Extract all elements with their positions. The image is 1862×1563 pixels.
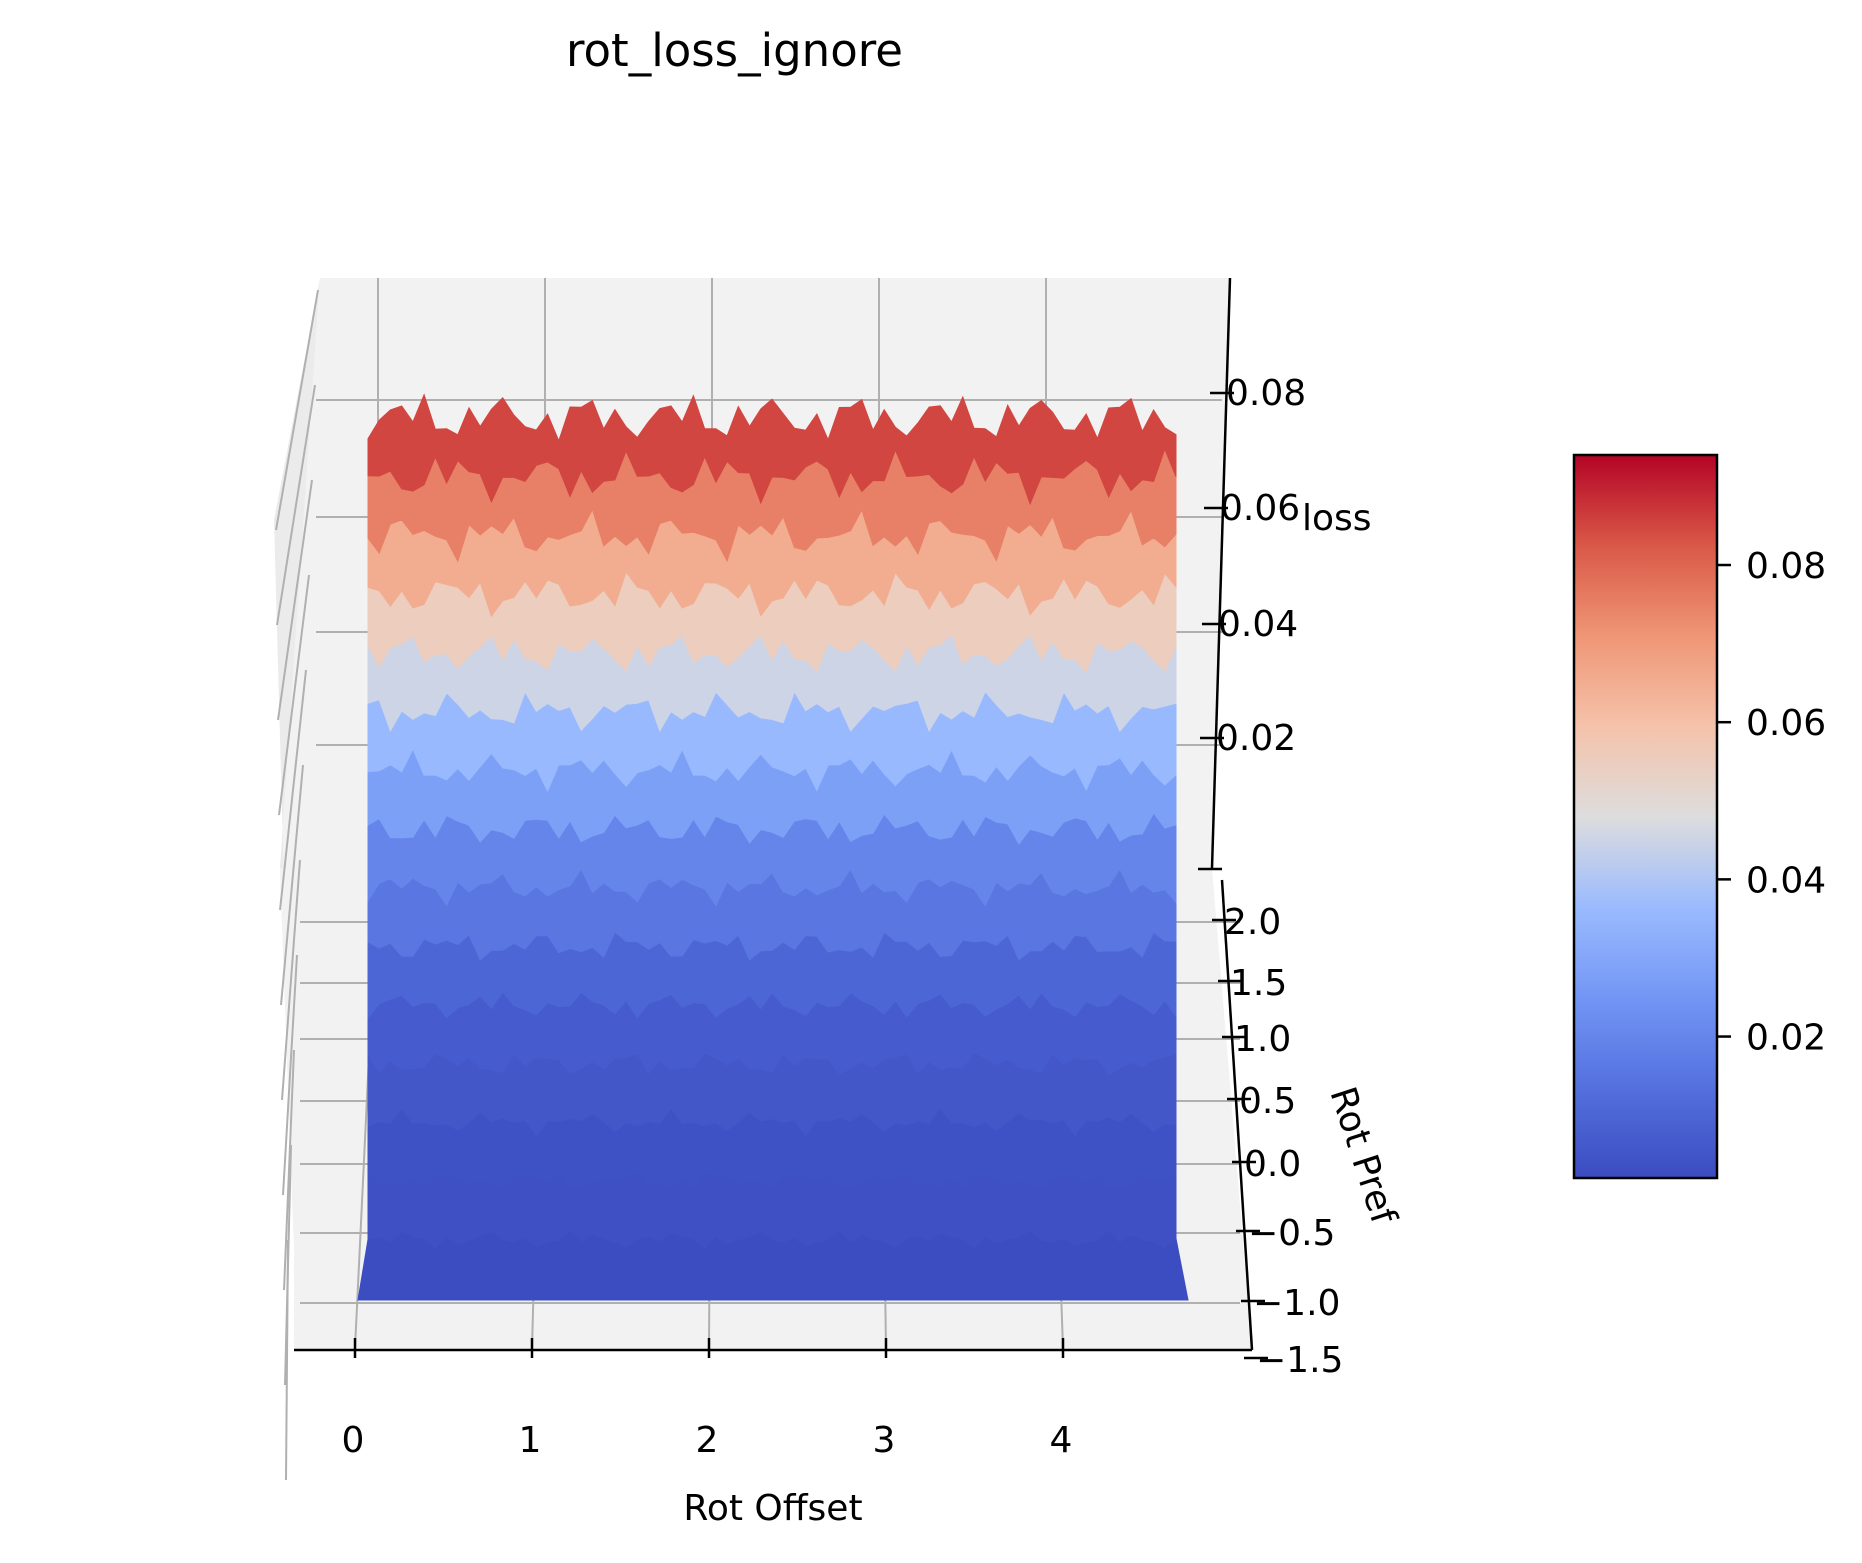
- x-tick-label: 2: [696, 1420, 719, 1461]
- grid-line: [279, 669, 307, 911]
- colorbar-tick-label: 0.04: [1746, 860, 1826, 901]
- grid-line: [276, 384, 316, 626]
- z-axis-label: loss: [1302, 498, 1372, 539]
- y-tick-label: 0.5: [1239, 1081, 1296, 1122]
- z-tick-label: 0.08: [1226, 373, 1306, 414]
- grid-line: [280, 764, 304, 1006]
- grid-line: [282, 954, 298, 1196]
- z-tick-label: 0.06: [1220, 488, 1300, 529]
- y-tick-label: 1.0: [1234, 1019, 1291, 1060]
- chart-title: rot_loss_ignore: [566, 24, 903, 77]
- grid-line: [278, 574, 310, 816]
- y-axis-label: Rot Pref: [1321, 1082, 1404, 1230]
- y-tick-label: 2.0: [1224, 902, 1281, 943]
- axes: [294, 277, 1254, 1352]
- colorbar-tick-label: 0.08: [1746, 546, 1826, 587]
- y-tick-label: 0.0: [1244, 1144, 1301, 1185]
- x-tick-label: 1: [519, 1420, 542, 1461]
- x-tick-label: 3: [873, 1420, 896, 1461]
- grid-line: [285, 1239, 289, 1481]
- y-tick-label: −0.5: [1248, 1213, 1335, 1254]
- x-tick-label: 4: [1050, 1420, 1073, 1461]
- y-axis-line: [1220, 879, 1254, 1351]
- z-tick-label: 0.02: [1216, 718, 1296, 759]
- surface: [357, 393, 1189, 1301]
- y-tick-label: −1.5: [1256, 1340, 1343, 1381]
- tick-labels: 0 1 2 3 4 0.08 0.06 0.04 0.02 2.0 1.5 1.0 0.5 0.0 −0.5…: [342, 373, 1344, 1461]
- surface-band: [357, 1229, 1189, 1301]
- colorbar-gradient: [1572, 453, 1719, 1180]
- x-tick-label: 0: [342, 1420, 365, 1461]
- grid-line: [283, 1049, 295, 1291]
- z-tick-label: 0.04: [1218, 604, 1298, 645]
- surface-band: [367, 393, 1177, 506]
- grid-line: [277, 479, 313, 721]
- grid-line: [281, 859, 301, 1101]
- colorbar-tick-label: 0.06: [1746, 703, 1826, 744]
- colorbar: 0.08 0.06 0.04 0.02: [1572, 453, 1826, 1180]
- colorbar-tick-label: 0.02: [1746, 1018, 1826, 1059]
- y-tick-label: −1.0: [1253, 1283, 1340, 1324]
- y-tick-label: 1.5: [1230, 963, 1287, 1004]
- colorbar-ticks: 0.08 0.06 0.04 0.02: [1717, 546, 1826, 1059]
- x-axis-label: Rot Offset: [683, 1488, 862, 1529]
- grid-line: [275, 289, 319, 531]
- z-axis-line: [1210, 277, 1232, 869]
